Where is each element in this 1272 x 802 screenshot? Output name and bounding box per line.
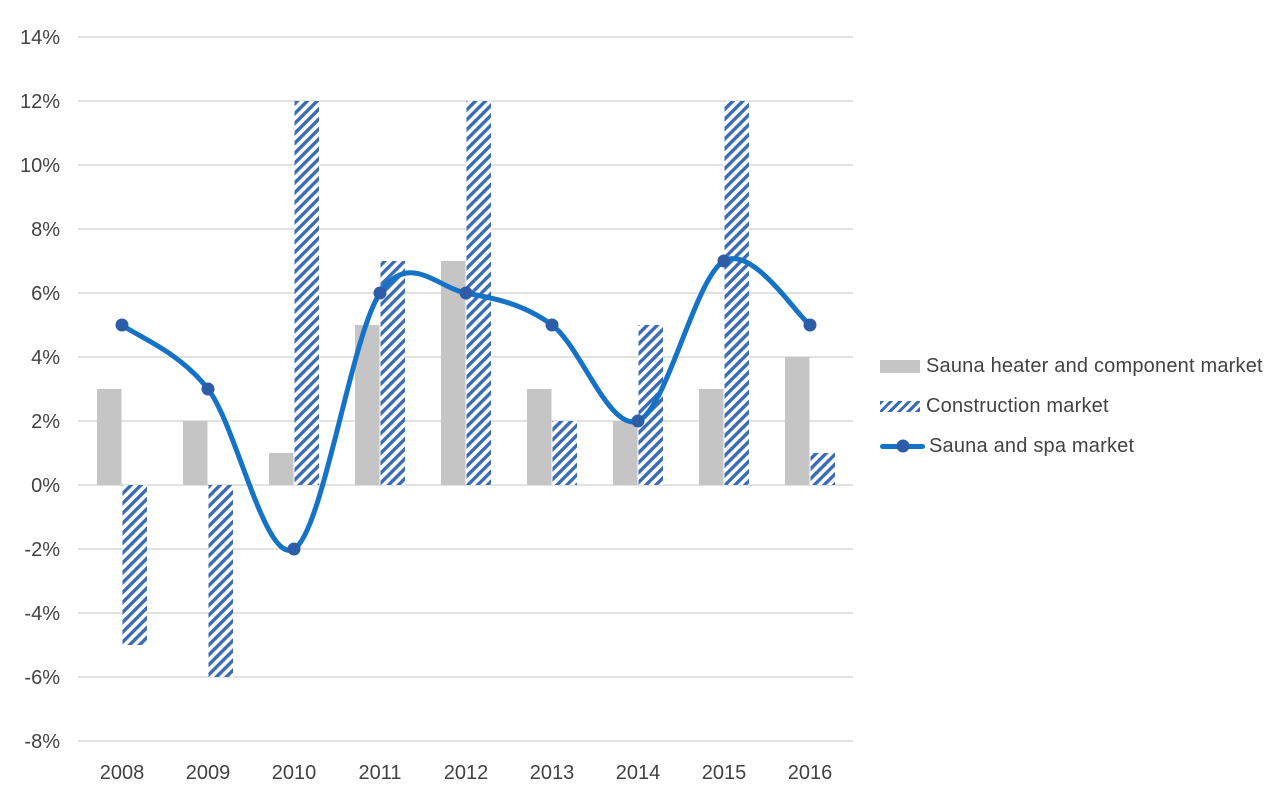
legend-swatch-line-marker-icon bbox=[880, 439, 925, 453]
line-series-layer bbox=[115, 254, 817, 556]
legend-label-sauna-heater-market: Sauna heater and component market bbox=[926, 354, 1263, 377]
line-marker-2013 bbox=[545, 318, 559, 332]
x-axis-tick-label: 2014 bbox=[616, 762, 661, 784]
y-axis-tick-label: 4% bbox=[31, 347, 60, 369]
bar-construction-market-2008 bbox=[122, 485, 147, 645]
bar-sauna-heater-market-2013 bbox=[527, 389, 552, 485]
line-marker-2014 bbox=[631, 414, 645, 428]
line-marker-2010 bbox=[287, 542, 301, 556]
line-marker-2015 bbox=[717, 254, 731, 268]
bar-sauna-heater-market-2015 bbox=[699, 389, 724, 485]
line-marker-2008 bbox=[115, 318, 129, 332]
bar-sauna-heater-market-2016 bbox=[785, 357, 810, 485]
chart-legend: Sauna heater and component market Constr… bbox=[880, 346, 1263, 466]
x-axis-tick-label: 2011 bbox=[358, 762, 401, 784]
bar-sauna-heater-market-2012 bbox=[441, 261, 466, 485]
line-marker-2016 bbox=[803, 318, 817, 332]
x-axis-tick-label: 2015 bbox=[702, 762, 747, 784]
legend-label-construction-market: Construction market bbox=[926, 394, 1109, 417]
legend-item-sauna-spa-market: Sauna and spa market bbox=[880, 426, 1263, 466]
legend-marker-dot-icon bbox=[896, 439, 909, 453]
bar-construction-market-2015 bbox=[724, 101, 749, 485]
y-axis-tick-label: 2% bbox=[31, 411, 60, 433]
line-marker-2011 bbox=[373, 286, 387, 300]
line-sauna-spa-market bbox=[119, 256, 813, 553]
y-axis-tick-label: 0% bbox=[31, 475, 60, 497]
bar-construction-market-2010 bbox=[294, 101, 319, 485]
bar-sauna-heater-market-2008 bbox=[97, 389, 122, 485]
y-axis-tick-label: 6% bbox=[31, 283, 60, 305]
line-marker-2009 bbox=[201, 382, 215, 396]
x-axis-tick-label: 2016 bbox=[788, 762, 833, 784]
y-axis-tick-label: 8% bbox=[31, 219, 60, 241]
bar-series-layer bbox=[97, 101, 835, 677]
x-axis-tick-label: 2009 bbox=[186, 762, 231, 784]
y-axis-tick-label: -4% bbox=[24, 603, 60, 625]
bar-construction-market-2009 bbox=[208, 485, 233, 677]
axis-labels-layer: 14% 12% 10% 8% 6% 4% 2% 0% -2% -4% -6% -8% 2008 2009 2… bbox=[20, 27, 832, 784]
bar-construction-market-2011 bbox=[380, 261, 405, 485]
legend-item-construction-market: Construction market bbox=[880, 386, 1263, 426]
legend-swatch-gray-bar-icon bbox=[880, 359, 920, 373]
y-axis-tick-label: -8% bbox=[24, 731, 60, 753]
line-marker-2012 bbox=[459, 286, 473, 300]
bar-construction-market-2013 bbox=[552, 421, 577, 485]
bar-sauna-heater-market-2010 bbox=[269, 453, 294, 485]
legend-swatch-hatched-bar-icon bbox=[880, 400, 920, 412]
y-axis-tick-label: -6% bbox=[24, 667, 60, 689]
x-axis-tick-label: 2010 bbox=[272, 762, 317, 784]
x-axis-tick-label: 2013 bbox=[530, 762, 575, 784]
y-axis-tick-label: 14% bbox=[20, 27, 60, 49]
bar-sauna-heater-market-2014 bbox=[613, 421, 638, 485]
x-axis-tick-label: 2008 bbox=[100, 762, 145, 784]
bar-sauna-heater-market-2009 bbox=[183, 421, 208, 485]
bar-construction-market-2016 bbox=[810, 453, 835, 485]
y-axis-tick-label: 10% bbox=[20, 155, 60, 177]
y-axis-tick-label: 12% bbox=[20, 91, 60, 113]
x-axis-tick-label: 2012 bbox=[444, 762, 489, 784]
legend-label-sauna-spa-market: Sauna and spa market bbox=[929, 434, 1135, 457]
y-axis-tick-label: -2% bbox=[24, 539, 60, 561]
legend-item-sauna-heater-market: Sauna heater and component market bbox=[880, 346, 1263, 386]
